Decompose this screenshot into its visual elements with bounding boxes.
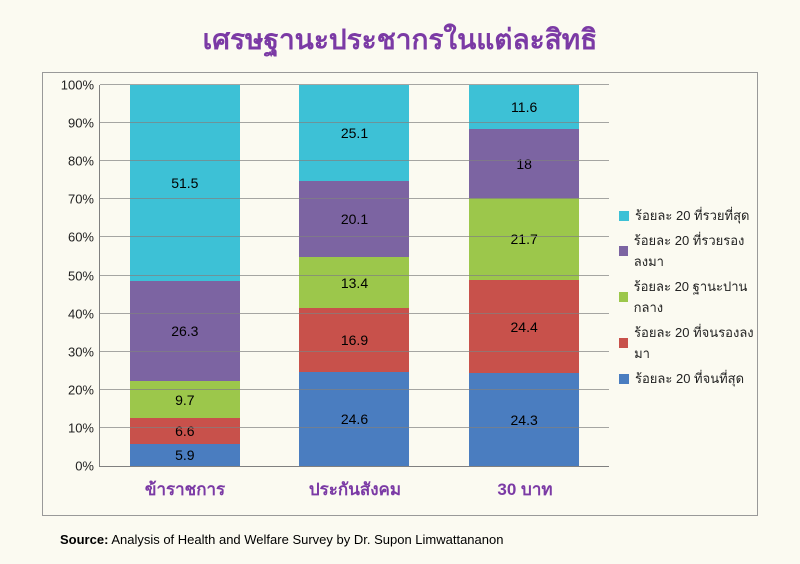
legend-label: ร้อยละ 20 ที่จนที่สุด <box>635 368 744 389</box>
source-label: Source: <box>60 532 108 547</box>
bar-column: 24.324.421.71811.6 <box>469 85 579 466</box>
legend-item: ร้อยละ 20 ฐานะปานกลาง <box>619 276 757 318</box>
source-text: Analysis of Health and Welfare Survey by… <box>111 532 503 547</box>
bar-column: 24.616.913.420.125.1 <box>299 85 409 466</box>
ytick-label: 10% <box>68 420 100 435</box>
plot-area: 5.96.69.726.351.524.616.913.420.125.124.… <box>99 85 609 467</box>
legend-label: ร้อยละ 20 ฐานะปานกลาง <box>634 276 757 318</box>
bar-segment: 20.1 <box>299 181 409 258</box>
ytick-label: 0% <box>75 459 100 474</box>
gridline <box>100 84 609 85</box>
ytick-label: 90% <box>68 116 100 131</box>
ytick-label: 80% <box>68 154 100 169</box>
bar-segment: 16.9 <box>299 308 409 372</box>
gridline <box>100 275 609 276</box>
legend-label: ร้อยละ 20 ที่รวยรองลงมา <box>634 230 757 272</box>
gridline <box>100 160 609 161</box>
legend-swatch <box>619 292 628 302</box>
ytick-label: 20% <box>68 382 100 397</box>
legend-item: ร้อยละ 20 ที่รวยรองลงมา <box>619 230 757 272</box>
ytick-label: 40% <box>68 306 100 321</box>
legend-item: ร้อยละ 20 ที่รวยที่สุด <box>619 205 757 226</box>
bar-column: 5.96.69.726.351.5 <box>130 85 240 466</box>
gridline <box>100 389 609 390</box>
legend: ร้อยละ 20 ที่รวยที่สุดร้อยละ 20 ที่รวยรอ… <box>619 201 757 393</box>
bar-segment: 24.4 <box>469 280 579 373</box>
bar-segment: 51.5 <box>130 85 240 281</box>
ytick-label: 60% <box>68 230 100 245</box>
bar-segment: 25.1 <box>299 85 409 181</box>
gridline <box>100 122 609 123</box>
bar-segment: 5.9 <box>130 444 240 466</box>
bar-segment: 13.4 <box>299 257 409 308</box>
ytick-label: 30% <box>68 344 100 359</box>
gridline <box>100 236 609 237</box>
chart-title: เศรษฐานะประชากรในแต่ละสิทธิ <box>0 0 800 70</box>
gridline <box>100 313 609 314</box>
ytick-label: 50% <box>68 268 100 283</box>
bar-segment: 9.7 <box>130 381 240 418</box>
ytick-label: 100% <box>61 78 100 93</box>
ytick-label: 70% <box>68 192 100 207</box>
source-note: Source: Analysis of Health and Welfare S… <box>60 532 503 547</box>
gridline <box>100 198 609 199</box>
legend-label: ร้อยละ 20 ที่รวยที่สุด <box>635 205 749 226</box>
legend-item: ร้อยละ 20 ที่จนที่สุด <box>619 368 757 389</box>
category-label: 30 บาท <box>497 466 552 503</box>
legend-swatch <box>619 211 629 221</box>
legend-swatch <box>619 338 628 348</box>
gridline <box>100 427 609 428</box>
legend-label: ร้อยละ 20 ที่จนรองลงมา <box>634 322 757 364</box>
legend-swatch <box>619 374 629 384</box>
bar-segment: 24.6 <box>299 372 409 466</box>
legend-swatch <box>619 246 628 256</box>
bar-segment: 18 <box>469 129 579 198</box>
bar-segment: 21.7 <box>469 198 579 281</box>
gridline <box>100 351 609 352</box>
legend-item: ร้อยละ 20 ที่จนรองลงมา <box>619 322 757 364</box>
bar-segment: 6.6 <box>130 418 240 443</box>
chart-box: 5.96.69.726.351.524.616.913.420.125.124.… <box>42 72 758 516</box>
bar-segment: 24.3 <box>469 373 579 466</box>
category-label: ประกันสังคม <box>309 466 401 503</box>
category-label: ข้าราชการ <box>145 466 225 503</box>
bars-container: 5.96.69.726.351.524.616.913.420.125.124.… <box>100 85 609 466</box>
bar-segment: 26.3 <box>130 281 240 381</box>
